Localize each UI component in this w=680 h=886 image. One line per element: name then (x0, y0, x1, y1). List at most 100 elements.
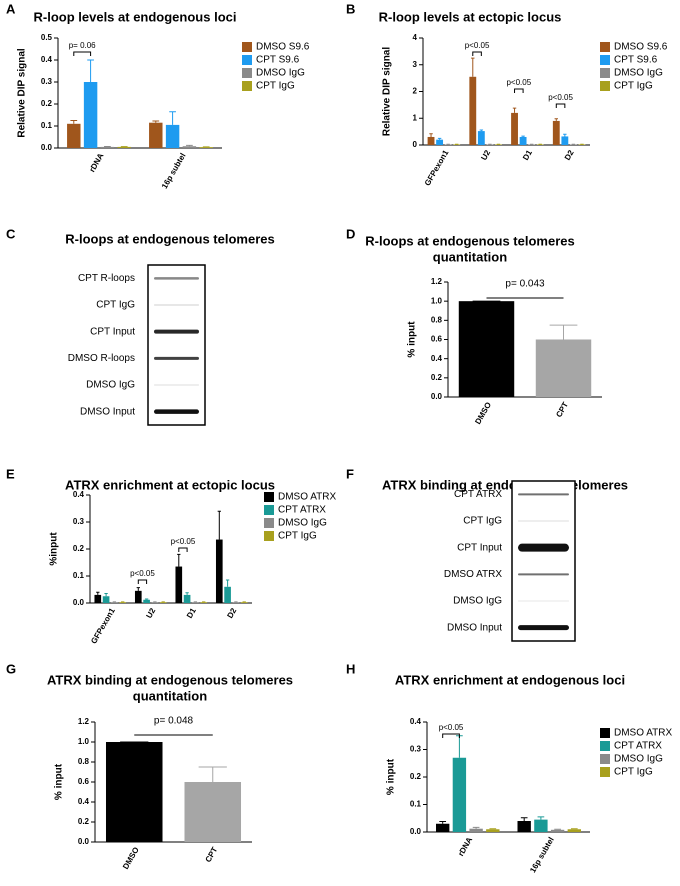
bar (100, 146, 115, 148)
y-tick-label: 0.0 (73, 598, 85, 607)
x-tick-label: D1 (521, 148, 534, 162)
blot-band (518, 493, 569, 496)
legend-swatch (264, 531, 274, 541)
lane-label: DMSO R-loops (68, 353, 135, 364)
y-tick-label: 1.0 (78, 737, 90, 746)
y-tick-label: 0.4 (78, 797, 90, 806)
x-tick-label: GFPexon1 (423, 148, 451, 187)
bar (182, 146, 197, 148)
error-bar (439, 821, 447, 824)
lane-label: CPT R-loops (78, 273, 135, 284)
x-tick-label: CPT (554, 400, 570, 418)
legend-label: DMSO IgG (256, 68, 305, 79)
bar (117, 146, 131, 148)
annotation: p<0.05 (548, 93, 573, 102)
significance-bracket (73, 51, 92, 56)
significance-bracket (472, 51, 482, 56)
lane-label: CPT Input (90, 326, 135, 337)
chart-title: ATRX enrichment at ectopic locus (65, 477, 275, 492)
blot-band (154, 384, 199, 386)
significance-bracket (442, 733, 460, 738)
bar (534, 819, 548, 832)
error-bar (489, 828, 497, 830)
legend-swatch (264, 505, 274, 515)
error-bar (177, 553, 181, 567)
panel-letter: B (346, 1, 355, 16)
y-tick-label: 0.4 (431, 354, 443, 363)
legend-swatch (600, 728, 610, 738)
chart-title: R-loops at endogenous telomeres (365, 233, 574, 248)
blot-band (518, 573, 569, 576)
y-axis-label: % input (407, 321, 418, 358)
annotation: p<0.05 (439, 723, 464, 732)
legend-swatch (600, 754, 610, 764)
legend-swatch (600, 55, 610, 65)
error-bar (537, 816, 545, 820)
significance-bracket (178, 547, 188, 552)
bar (453, 144, 461, 145)
x-tick-label: U2 (144, 606, 157, 620)
error-bar (169, 111, 176, 125)
lane-label: DMSO IgG (86, 380, 135, 391)
y-tick-label: 0.2 (73, 544, 85, 553)
error-bar (456, 735, 463, 758)
y-tick-label: 0.2 (431, 373, 443, 382)
x-tick-label: D2 (563, 148, 576, 162)
annotation: p= 0.048 (154, 716, 194, 727)
bar (452, 757, 467, 832)
error-bar (554, 828, 561, 830)
blot-band (154, 329, 199, 334)
panel-letter: F (346, 466, 354, 481)
blot-band (518, 600, 569, 602)
legend-swatch (242, 55, 252, 65)
legend-label: CPT IgG (614, 767, 653, 778)
bar (165, 124, 180, 148)
blot-band (154, 356, 199, 360)
blot-band (518, 543, 569, 552)
bar (436, 823, 450, 832)
x-tick-label: rDNA (456, 835, 474, 857)
lane-label: DMSO Input (447, 622, 502, 633)
x-tick-label: D2 (225, 606, 238, 620)
y-tick-label: 0.0 (431, 392, 443, 401)
error-bar (554, 118, 558, 121)
error-bar (512, 107, 517, 113)
bar (561, 136, 569, 145)
x-tick-label: 16p subtel (528, 836, 556, 875)
error-bar (96, 591, 100, 595)
y-tick-label: 3 (413, 60, 418, 69)
y-tick-label: 0 (413, 140, 418, 149)
lane-label: DMSO IgG (453, 596, 502, 607)
error-bar (136, 587, 140, 591)
y-tick-label: 0.6 (78, 777, 90, 786)
y-tick-label: 4 (413, 33, 418, 42)
bar (486, 144, 494, 145)
annotation: p= 0.043 (505, 279, 545, 290)
y-tick-label: 1 (413, 113, 418, 122)
annotation: p<0.05 (130, 569, 155, 578)
lane-label: DMSO Input (80, 406, 135, 417)
significance-bracket (137, 579, 148, 584)
bar (495, 144, 502, 145)
lane-label: CPT IgG (96, 300, 135, 311)
x-tick-label: U2 (479, 148, 492, 162)
panel-letter: C (6, 226, 16, 241)
bar (436, 139, 444, 145)
bar (427, 136, 435, 145)
y-tick-label: 0.2 (41, 99, 53, 108)
bar (486, 829, 500, 832)
y-tick-label: 1.0 (431, 296, 443, 305)
y-axis-label: Relative DIP signal (17, 48, 28, 138)
bar (469, 76, 477, 145)
bar (151, 602, 159, 603)
y-tick-label: 0.4 (73, 490, 85, 499)
error-bar (472, 826, 480, 829)
legend-swatch (242, 42, 252, 52)
bar (94, 594, 102, 603)
bar (159, 602, 167, 603)
y-tick-label: 0.3 (41, 77, 53, 86)
chart-title: R-loops at endogenous telomeres (65, 231, 274, 246)
x-tick-label: CPT (204, 845, 220, 863)
bar (192, 602, 199, 603)
bar (517, 821, 531, 832)
